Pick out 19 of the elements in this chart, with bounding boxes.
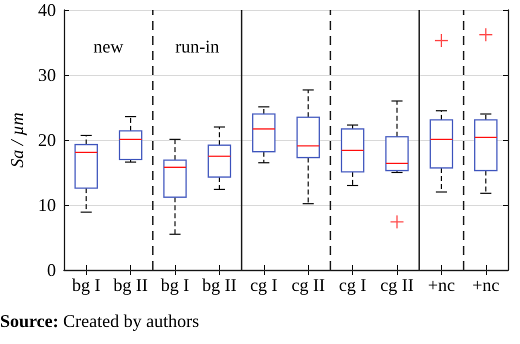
x-tick-label: bg I: [72, 275, 100, 295]
annotation: run-in: [175, 36, 220, 56]
y-tick-label: 30: [38, 65, 56, 85]
x-tick-label: bg II: [113, 275, 148, 295]
x-tick-label: cg II: [380, 275, 414, 295]
source-note: Source: Created by authors: [0, 311, 200, 331]
y-axis-title: Sa / µm: [7, 112, 27, 168]
x-tick-label: cg II: [291, 275, 325, 295]
x-tick-label: +nc: [428, 275, 455, 295]
x-tick-label: +nc: [472, 275, 500, 295]
y-tick-label: 40: [38, 0, 56, 20]
y-tick-label: 20: [38, 130, 56, 150]
x-tick-label: cg I: [338, 275, 366, 295]
x-tick-label: bg II: [202, 275, 237, 295]
y-tick-label: 0: [47, 260, 56, 280]
x-tick-label: cg I: [250, 275, 278, 295]
annotation: new: [93, 36, 124, 56]
y-tick-label: 10: [38, 195, 56, 215]
x-tick-label: bg I: [160, 275, 190, 295]
